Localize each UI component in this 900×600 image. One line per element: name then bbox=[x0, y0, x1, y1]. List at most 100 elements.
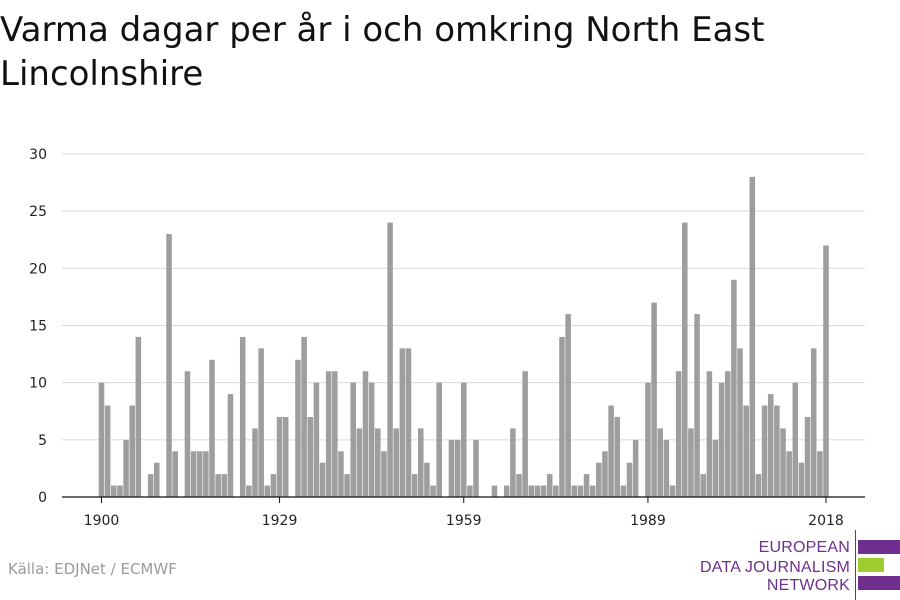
bar bbox=[258, 348, 264, 497]
bar bbox=[596, 462, 602, 497]
bar bbox=[307, 416, 314, 497]
bar bbox=[614, 416, 621, 497]
bar bbox=[632, 439, 639, 497]
logo-text-line-2: DATA JOURNALISM bbox=[700, 559, 850, 576]
bar bbox=[491, 485, 498, 497]
bar bbox=[467, 485, 473, 497]
bar bbox=[338, 451, 344, 497]
bar bbox=[583, 474, 590, 497]
bar bbox=[749, 176, 756, 497]
bar bbox=[270, 474, 277, 497]
bar bbox=[295, 359, 301, 497]
bars bbox=[98, 176, 829, 498]
bar bbox=[393, 428, 399, 497]
bar bbox=[559, 336, 565, 497]
bar bbox=[454, 439, 461, 497]
bar bbox=[129, 405, 135, 497]
bar bbox=[608, 405, 614, 497]
bar bbox=[565, 314, 571, 497]
y-tick-label: 15 bbox=[29, 319, 47, 335]
bar bbox=[663, 439, 670, 497]
bar bbox=[700, 474, 706, 497]
logo-bar-purple-top bbox=[858, 540, 900, 554]
bar bbox=[724, 371, 731, 497]
bar bbox=[767, 394, 774, 497]
bar bbox=[215, 474, 221, 497]
bar bbox=[166, 234, 172, 498]
bar bbox=[448, 439, 455, 497]
bar bbox=[301, 336, 307, 497]
bar bbox=[540, 485, 547, 497]
bar bbox=[571, 485, 578, 497]
y-tick-label: 25 bbox=[29, 204, 47, 220]
bar bbox=[706, 371, 713, 497]
bar bbox=[276, 416, 283, 497]
logo-text-line-1: EUROPEAN bbox=[758, 539, 850, 556]
y-tick-label: 10 bbox=[29, 376, 47, 392]
bar bbox=[319, 462, 326, 497]
bar bbox=[411, 474, 418, 497]
bar bbox=[104, 405, 111, 497]
logo-bar-green bbox=[858, 558, 884, 572]
bar bbox=[325, 371, 332, 497]
bar bbox=[675, 371, 682, 497]
bar bbox=[356, 428, 363, 497]
logo-bar-purple-bottom bbox=[858, 576, 900, 590]
bar bbox=[528, 485, 535, 497]
bar bbox=[804, 416, 811, 497]
edjnet-logo: EUROPEAN DATA JOURNALISM NETWORK bbox=[700, 530, 900, 600]
bar bbox=[810, 348, 817, 497]
bar bbox=[743, 405, 749, 497]
bar bbox=[350, 382, 357, 497]
bar bbox=[651, 302, 657, 497]
bar bbox=[460, 382, 467, 497]
bar bbox=[190, 451, 197, 497]
bar bbox=[147, 474, 154, 497]
bar bbox=[184, 371, 191, 497]
x-tick-label: 1959 bbox=[446, 513, 482, 529]
bar bbox=[172, 451, 178, 497]
x-tick-label: 1900 bbox=[84, 513, 120, 529]
bar bbox=[264, 485, 271, 497]
bar bbox=[246, 485, 252, 497]
logo-text-line-3: NETWORK bbox=[766, 577, 850, 594]
bar bbox=[792, 382, 799, 497]
x-tick-label: 1989 bbox=[630, 513, 666, 529]
bar bbox=[332, 371, 338, 497]
bar bbox=[731, 279, 737, 497]
bar bbox=[227, 394, 234, 497]
bar bbox=[344, 474, 350, 497]
bar bbox=[626, 462, 633, 497]
source-note: Källa: EDJNet / ECMWF bbox=[8, 560, 177, 578]
bar bbox=[682, 222, 688, 497]
bar bbox=[669, 485, 676, 497]
bar bbox=[203, 451, 209, 497]
bar bbox=[798, 462, 805, 497]
bar bbox=[196, 451, 203, 497]
bar bbox=[516, 474, 522, 497]
bar bbox=[362, 371, 369, 497]
bar bbox=[111, 485, 117, 497]
bar bbox=[221, 474, 228, 497]
bar bbox=[620, 485, 627, 497]
bar bbox=[424, 462, 430, 497]
bar bbox=[688, 428, 694, 497]
bar bbox=[522, 371, 528, 497]
bar bbox=[135, 336, 142, 497]
bar bbox=[602, 451, 608, 497]
x-axis-ticks: 1900 1929 1959 1989 2018 bbox=[84, 497, 844, 529]
bar bbox=[430, 485, 436, 497]
bar bbox=[553, 485, 559, 497]
bar bbox=[239, 336, 246, 497]
bar bbox=[399, 348, 406, 497]
bar bbox=[823, 245, 829, 497]
bar bbox=[473, 439, 479, 497]
bar bbox=[282, 416, 289, 497]
bar bbox=[774, 405, 780, 497]
bar bbox=[737, 348, 743, 497]
bar bbox=[546, 474, 553, 497]
bar bbox=[645, 382, 651, 497]
bar bbox=[375, 428, 381, 497]
bar bbox=[510, 428, 516, 497]
